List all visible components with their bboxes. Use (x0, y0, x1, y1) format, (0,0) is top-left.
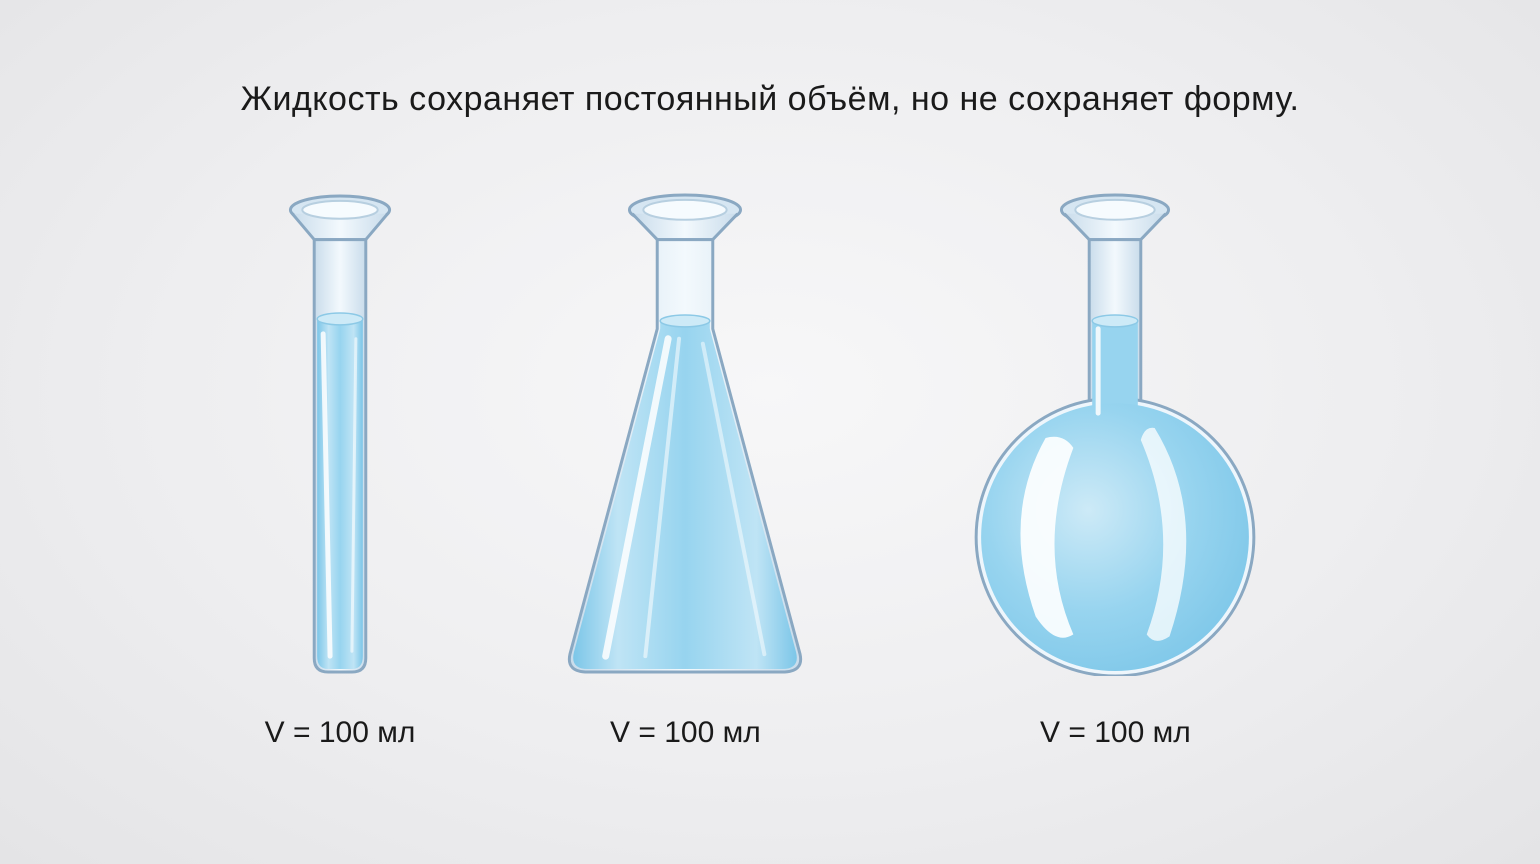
flask-round-svg (955, 190, 1275, 676)
flask-tube-caption: V = 100 мл (265, 716, 416, 750)
page-title: Жидкость сохраняет постоянный объём, но … (0, 80, 1540, 119)
flask-conical: V = 100 мл (535, 190, 835, 750)
flask-conical-svg (535, 190, 835, 676)
flask-round: V = 100 мл (955, 190, 1275, 750)
flasks-row: V = 100 мл (0, 190, 1540, 750)
flask-round-caption: V = 100 мл (1040, 716, 1191, 750)
flask-tube: V = 100 мл (265, 190, 416, 750)
flask-tube-svg (270, 190, 410, 676)
flask-conical-caption: V = 100 мл (610, 716, 761, 750)
